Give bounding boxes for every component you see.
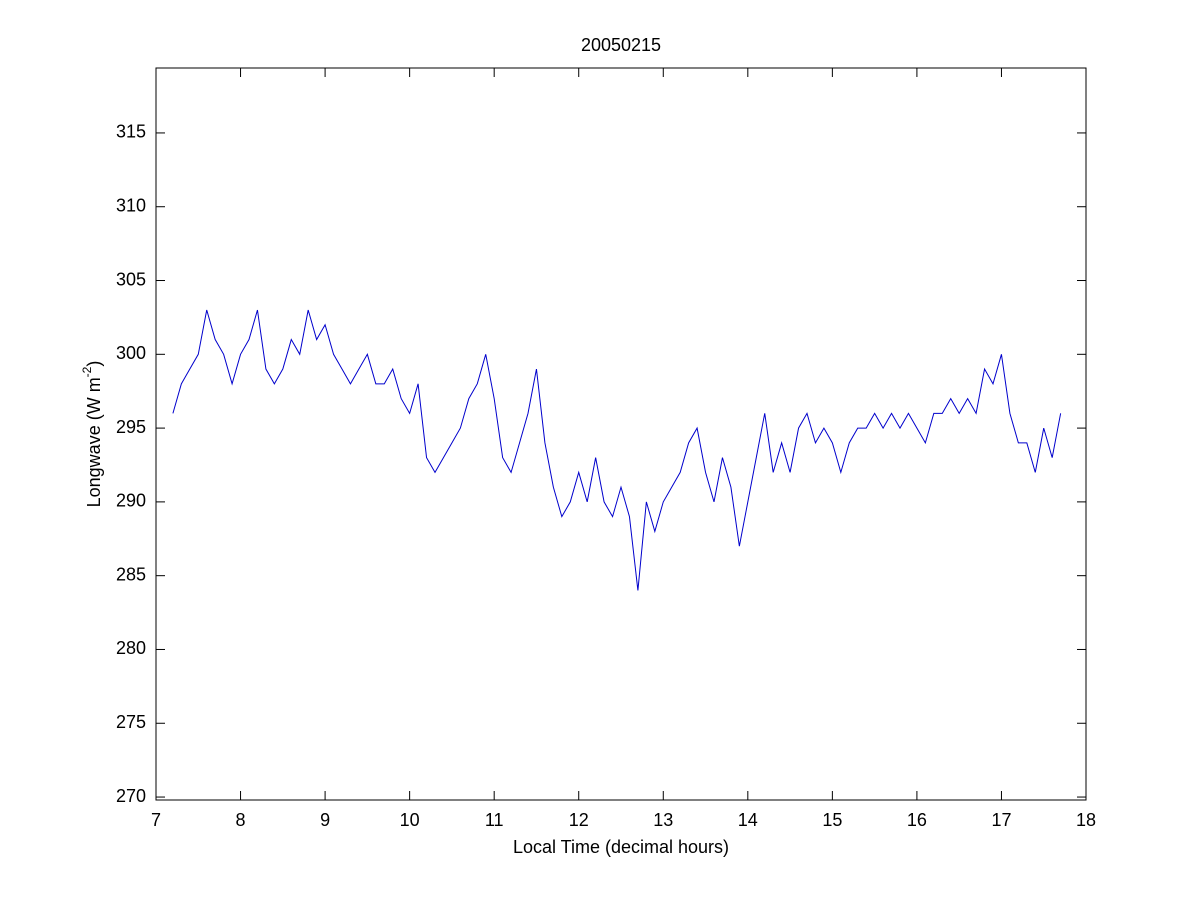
x-tick-label: 16: [907, 810, 927, 830]
y-axis-label: Longwave (W m-2): [80, 361, 104, 508]
x-tick-label: 17: [991, 810, 1011, 830]
x-tick-label: 7: [151, 810, 161, 830]
x-tick-label: 12: [569, 810, 589, 830]
y-tick-label: 300: [116, 343, 146, 363]
y-tick-label: 275: [116, 712, 146, 732]
chart-title: 20050215: [581, 35, 661, 55]
plot-frame: [155, 67, 1087, 801]
y-label-suffix: ): [84, 361, 104, 367]
y-label-text: Longwave (W m: [84, 377, 104, 507]
y-tick-label: 305: [116, 269, 146, 289]
y-label-superscript: -2: [80, 366, 94, 377]
y-tick-label: 290: [116, 491, 146, 511]
y-tick-label: 295: [116, 417, 146, 437]
x-tick-label: 8: [236, 810, 246, 830]
x-tick-label: 13: [653, 810, 673, 830]
x-tick-label: 15: [822, 810, 842, 830]
data-line: [172, 309, 1062, 591]
y-tick-label: 310: [116, 195, 146, 215]
y-tick-label: 270: [116, 786, 146, 806]
y-tick-label: 280: [116, 638, 146, 658]
x-tick-label: 14: [738, 810, 758, 830]
x-axis-label: Local Time (decimal hours): [513, 837, 729, 857]
x-tick-label: 10: [400, 810, 420, 830]
x-tick-label: 9: [320, 810, 330, 830]
x-tick-label: 11: [485, 810, 504, 830]
x-tick-label: 18: [1076, 810, 1096, 830]
y-tick-label: 315: [116, 122, 146, 142]
y-tick-label: 285: [116, 564, 146, 584]
